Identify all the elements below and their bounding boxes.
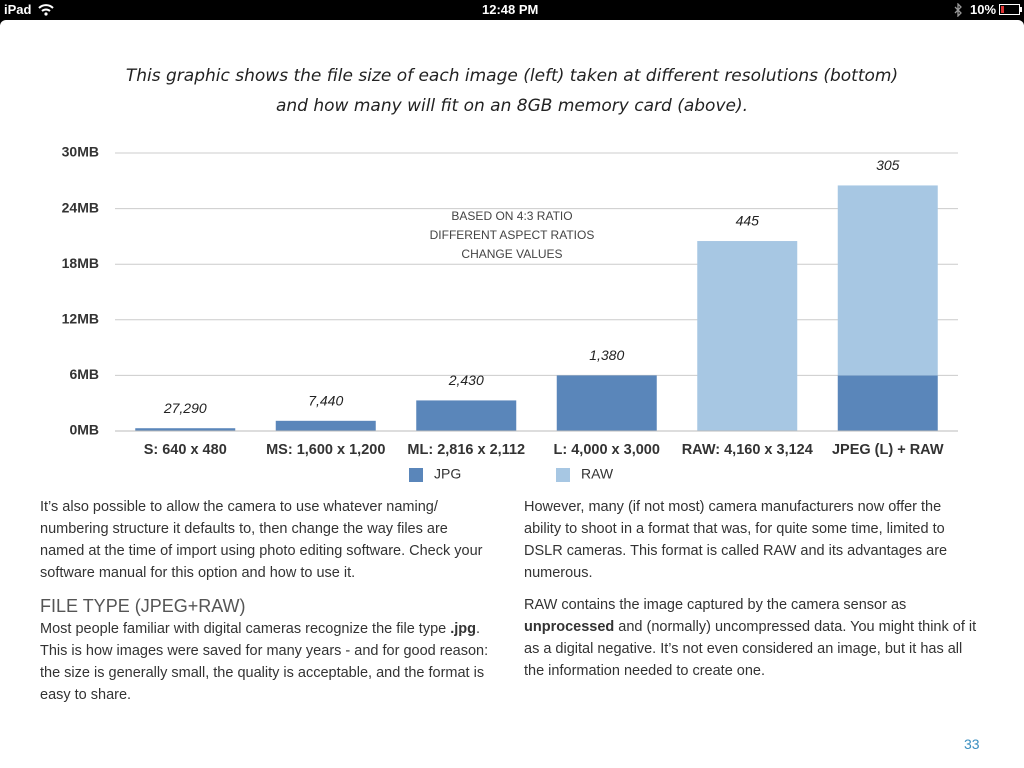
bar-label: 445 bbox=[736, 213, 760, 229]
annotation: BASED ON 4:3 RATIO bbox=[451, 209, 572, 223]
section-heading: FILE TYPE (JPEG+RAW) bbox=[40, 596, 246, 616]
status-bar: iPad 12:48 PM 10% bbox=[0, 0, 1024, 20]
clock: 12:48 PM bbox=[482, 2, 539, 17]
bar-label: 1,380 bbox=[589, 347, 624, 363]
x-tick-label: JPEG (L) + RAW bbox=[832, 442, 944, 458]
book-page: This graphic shows the file size of each… bbox=[0, 20, 1024, 768]
annotation: DIFFERENT ASPECT RATIOS bbox=[430, 228, 595, 242]
bar-label: 305 bbox=[876, 157, 900, 173]
text: and (normally) uncompressed data. You mi… bbox=[524, 619, 977, 679]
bar-segment bbox=[837, 185, 938, 376]
paragraph: However, many (if not most) camera manuf… bbox=[524, 499, 948, 581]
text: RAW contains the image captured by the c… bbox=[524, 597, 907, 613]
bar-segment bbox=[135, 428, 236, 431]
legend-swatch bbox=[556, 468, 570, 482]
wifi-icon bbox=[38, 4, 54, 16]
battery-icon bbox=[999, 4, 1022, 15]
bold-text: unprocessed bbox=[524, 619, 615, 635]
x-tick-label: ML: 2,816 x 2,112 bbox=[407, 442, 525, 458]
text: Most people familiar with digital camera… bbox=[40, 621, 451, 637]
y-tick-label: 24MB bbox=[62, 199, 99, 215]
device-name: iPad bbox=[4, 2, 32, 17]
bar-label: 27,290 bbox=[163, 400, 207, 416]
paragraph: RAW contains the image captured by the c… bbox=[524, 594, 979, 682]
bar-segment bbox=[416, 400, 517, 431]
y-tick-label: 18MB bbox=[62, 255, 99, 271]
left-column: It’s also possible to allow the camera t… bbox=[40, 496, 495, 716]
y-tick-label: 30MB bbox=[62, 144, 99, 160]
y-tick-label: 6MB bbox=[69, 366, 99, 382]
right-column: However, many (if not most) camera manuf… bbox=[524, 496, 979, 692]
bluetooth-icon bbox=[954, 3, 962, 17]
legend-swatch bbox=[409, 468, 423, 482]
paragraph: Most people familiar with digital camera… bbox=[40, 618, 495, 706]
bar-segment bbox=[275, 420, 376, 431]
paragraph: It’s also possible to allow the camera t… bbox=[40, 499, 483, 581]
caption-line: and how many will fit on an 8GB memory c… bbox=[275, 96, 749, 116]
bar-segment bbox=[697, 241, 798, 431]
bar-segment bbox=[556, 375, 657, 431]
page-number: 33 bbox=[964, 736, 980, 752]
x-tick-label: MS: 1,600 x 1,200 bbox=[266, 442, 385, 458]
bold-text: .jpg bbox=[450, 621, 477, 637]
battery-percent: 10% bbox=[970, 2, 997, 17]
text: . This is how images were saved for many… bbox=[40, 621, 489, 703]
bar-segment bbox=[837, 375, 938, 431]
x-tick-label: RAW: 4,160 x 3,124 bbox=[682, 442, 813, 458]
x-tick-label: L: 4,000 x 3,000 bbox=[554, 442, 660, 458]
bar-label: 7,440 bbox=[308, 393, 343, 409]
annotation: CHANGE VALUES bbox=[461, 247, 562, 261]
chart: 0MB 6MB 12MB 18MB 24MB 30MB BASED ON 4:3 RATIO… bbox=[62, 144, 958, 482]
caption-line: This graphic shows the file size of each… bbox=[125, 66, 899, 86]
legend-label: RAW bbox=[581, 466, 614, 482]
x-tick-label: S: 640 x 480 bbox=[144, 442, 227, 458]
y-tick-label: 0MB bbox=[69, 422, 99, 438]
bar-label: 2,430 bbox=[448, 372, 484, 388]
y-tick-label: 12MB bbox=[62, 311, 99, 327]
legend-label: JPG bbox=[434, 466, 461, 482]
